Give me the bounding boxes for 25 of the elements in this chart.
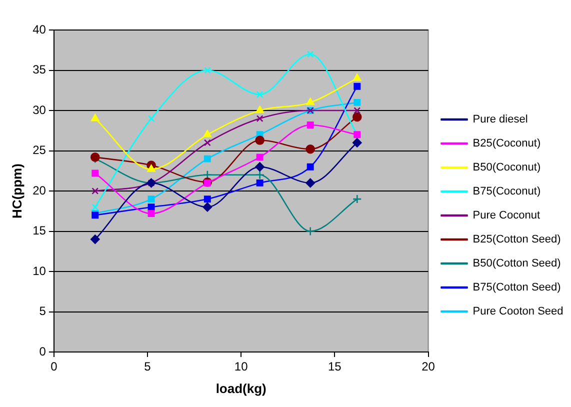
y-axis-title: HC(ppm) <box>9 164 24 218</box>
y-tick-label: 40 <box>32 22 46 36</box>
legend-label: B25(Coconut) <box>472 138 541 150</box>
legend-label: B50(Cotton Seed) <box>472 258 561 270</box>
legend-label: Pure Cooton Seed <box>472 306 564 318</box>
legend-label: Pure diesel <box>472 114 528 126</box>
x-tick-label: 10 <box>234 360 248 374</box>
y-tick-label: 35 <box>32 62 46 77</box>
y-tick-label: 0 <box>39 344 46 358</box>
y-tick-label: 10 <box>32 264 46 278</box>
legend-label: B75(Cotton Seed) <box>472 282 561 294</box>
x-tick-label: 0 <box>50 360 58 374</box>
legend-label: Pure Coconut <box>472 210 540 222</box>
y-tick-label: 20 <box>32 183 46 198</box>
x-axis-title: load(kg) <box>216 380 266 396</box>
y-tick-label: 5 <box>39 304 46 318</box>
x-tick-label: 15 <box>328 360 342 374</box>
legend-label: B25(Cotton Seed) <box>472 234 561 246</box>
x-tick-label: 20 <box>422 360 436 374</box>
y-tick-label: 25 <box>32 143 46 158</box>
y-tick-label: 15 <box>32 224 46 238</box>
y-tick-label: 30 <box>32 102 46 117</box>
x-tick-label: 5 <box>144 360 152 374</box>
legend-label: B75(Coconut) <box>472 186 541 198</box>
legend-label: B50(Coconut) <box>472 162 541 174</box>
